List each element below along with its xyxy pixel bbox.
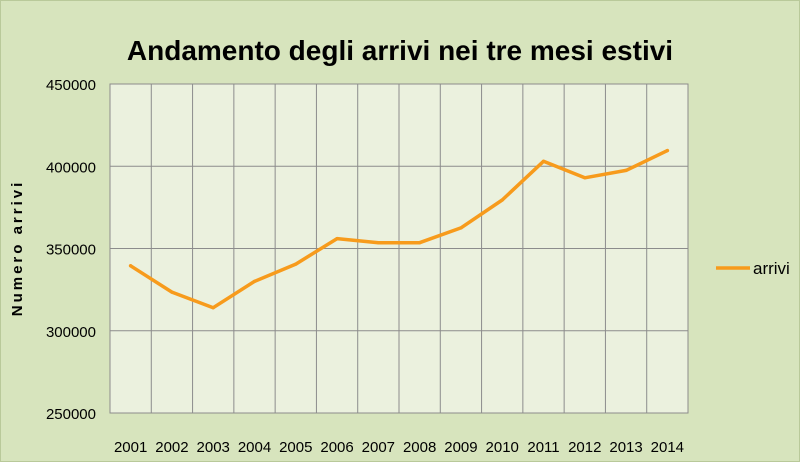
data-point [500,198,504,202]
data-point [129,264,133,268]
plot-area [109,83,689,414]
x-tick-label: 2001 [114,439,147,456]
data-point [418,241,422,245]
x-tick-label: 2013 [609,439,642,456]
axes: 250000 300000 350000 400000 450000 2001 2002 20… [9,77,684,456]
data-point [583,176,587,180]
chart-title: Andamento degli arrivi nei tre mesi esti… [127,35,673,66]
x-tick-label: 2004 [238,439,271,456]
legend-label: arrivi [753,259,790,278]
data-point [294,262,298,266]
x-tick-label: 2007 [362,439,395,456]
x-tick-label: 2005 [279,439,312,456]
data-point [211,306,215,310]
x-tick-label: 2008 [403,439,436,456]
data-point [665,149,669,153]
legend: arrivi [716,259,790,278]
data-point [624,168,628,172]
x-tick-label: 2002 [155,439,188,456]
series-layer [128,148,670,310]
y-tick-label: 250000 [46,406,96,423]
series-line-arrivi [128,148,670,310]
y-tick-label: 300000 [46,324,96,341]
x-tick-label: 2014 [651,439,684,456]
data-point [459,226,463,230]
data-point [170,290,174,294]
data-point [376,241,380,245]
y-tick-label: 450000 [46,77,96,94]
x-tick-label: 2011 [527,439,559,456]
y-tick-label: 400000 [46,159,96,176]
y-axis-label: Numero arrivi [9,180,26,317]
data-point [335,237,339,241]
x-tick-label: 2010 [486,439,519,456]
x-tick-label: 2009 [444,439,477,456]
data-point [252,279,257,283]
data-point [541,159,546,163]
x-tick-label: 2012 [568,439,601,456]
x-tick-label: 2003 [197,439,230,456]
x-tick-label: 2006 [320,439,353,456]
y-tick-label: 350000 [46,242,96,259]
